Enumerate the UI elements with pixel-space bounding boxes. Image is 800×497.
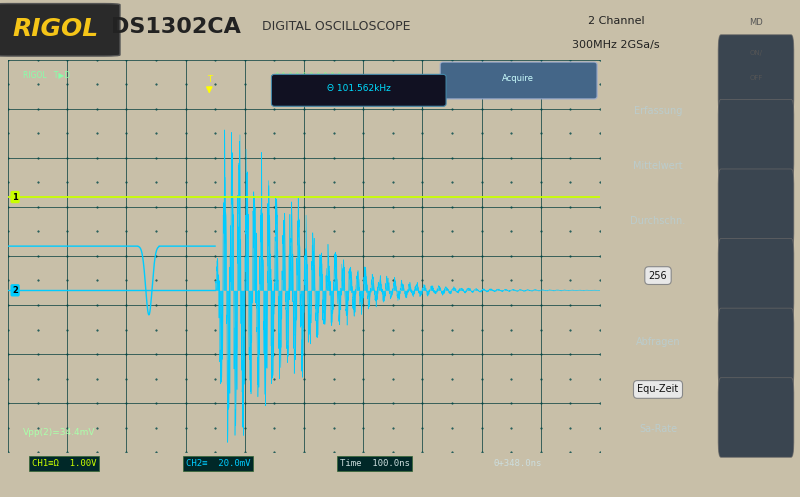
- Text: T: T: [206, 75, 212, 83]
- Text: DIGITAL OSCILLOSCOPE: DIGITAL OSCILLOSCOPE: [262, 20, 410, 33]
- Text: CH2≡  20.0mV: CH2≡ 20.0mV: [186, 459, 250, 468]
- Text: Durchschn.: Durchschn.: [630, 216, 686, 226]
- Text: CH1≡Ω  1.00V: CH1≡Ω 1.00V: [32, 459, 96, 468]
- Text: Erfassung: Erfassung: [634, 106, 682, 116]
- Text: OFF: OFF: [750, 75, 762, 81]
- Text: 2 Channel: 2 Channel: [588, 16, 644, 26]
- Text: MD: MD: [749, 18, 763, 27]
- Text: 300MHz 2GSa/s: 300MHz 2GSa/s: [572, 40, 660, 50]
- Text: Acquire: Acquire: [502, 74, 534, 83]
- FancyBboxPatch shape: [718, 378, 794, 457]
- Text: Θ 101.562kHz: Θ 101.562kHz: [326, 83, 390, 92]
- Text: RIGOL   T▶D: RIGOL T▶D: [22, 70, 70, 79]
- FancyBboxPatch shape: [0, 3, 120, 56]
- Text: ON/: ON/: [750, 50, 762, 56]
- FancyBboxPatch shape: [271, 75, 446, 106]
- Text: ∿∿∿∿∿∿∿∿∿∿: ∿∿∿∿∿∿∿∿∿∿: [274, 70, 345, 79]
- FancyBboxPatch shape: [718, 308, 794, 388]
- Text: RIGOL: RIGOL: [13, 16, 99, 41]
- FancyBboxPatch shape: [718, 35, 794, 114]
- Text: Abfragen: Abfragen: [636, 337, 680, 347]
- Text: 2: 2: [12, 286, 18, 295]
- Text: 256: 256: [649, 270, 667, 281]
- Text: Vpp(2)=34.4mV: Vpp(2)=34.4mV: [22, 428, 95, 437]
- Text: DS1302CA: DS1302CA: [111, 17, 241, 37]
- Text: Mittelwert: Mittelwert: [633, 161, 683, 170]
- Text: Θ+348.0ns: Θ+348.0ns: [494, 459, 542, 468]
- FancyBboxPatch shape: [718, 99, 794, 179]
- Text: 1: 1: [12, 192, 18, 202]
- FancyBboxPatch shape: [718, 239, 794, 318]
- Text: Time  100.0ns: Time 100.0ns: [339, 459, 410, 468]
- Text: Equ-Zeit: Equ-Zeit: [638, 385, 678, 395]
- FancyBboxPatch shape: [440, 62, 597, 99]
- Text: Sa-Rate: Sa-Rate: [639, 424, 677, 434]
- FancyBboxPatch shape: [718, 169, 794, 248]
